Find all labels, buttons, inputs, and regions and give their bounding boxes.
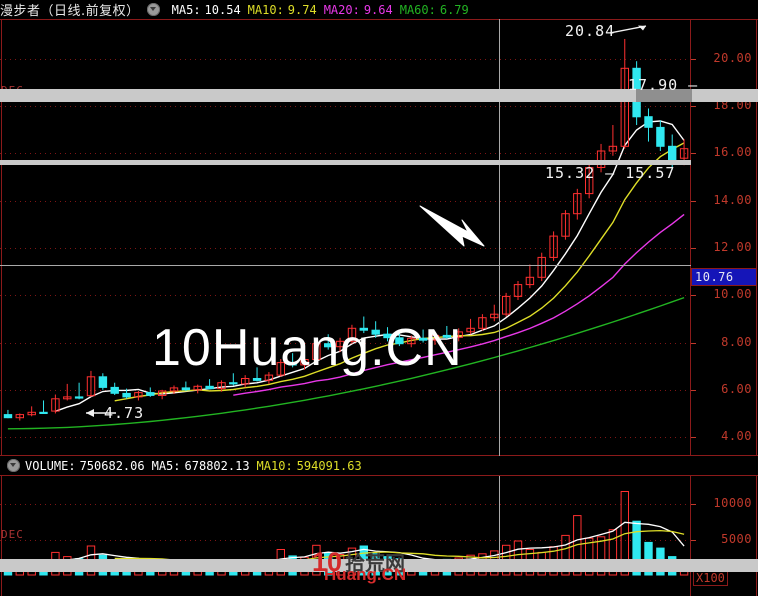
price-quote-header: 漫步者（日线.前复权） MA5: 10.54 MA10: 9.74 MA20: … — [0, 0, 758, 19]
ma60-value: 6.79 — [439, 2, 469, 17]
ma20-label: MA20: — [323, 2, 360, 17]
volume-ma10-value: 594091.63 — [296, 458, 362, 473]
ma20-value: 9.64 — [363, 2, 393, 17]
volume-quote-header: VOLUME: 750682.06 MA5: 678802.13 MA10: 5… — [0, 456, 758, 475]
chevron-down-circle-icon[interactable] — [7, 459, 20, 472]
symbol-title: 漫步者（日线.前复权） — [0, 4, 140, 19]
ma5-value: 10.54 — [204, 2, 241, 17]
volume-ma10-label: MA10: — [256, 458, 293, 473]
volume-bar-plot — [0, 475, 758, 596]
price-candlestick-plot — [0, 19, 758, 456]
volume-chart-pane[interactable] — [0, 475, 758, 596]
ma10-label: MA10: — [247, 2, 284, 17]
ma60-label: MA60: — [399, 2, 436, 17]
volume-ma5-value: 678802.13 — [184, 458, 250, 473]
ma5-label: MA5: — [171, 2, 201, 17]
chevron-down-circle-icon[interactable] — [146, 3, 160, 16]
volume-value: 750682.06 — [79, 458, 145, 473]
ma10-value: 9.74 — [287, 2, 317, 17]
price-chart-pane[interactable] — [0, 19, 758, 456]
volume-ma5-label: MA5: — [151, 458, 181, 473]
volume-title: VOLUME: — [25, 458, 76, 473]
